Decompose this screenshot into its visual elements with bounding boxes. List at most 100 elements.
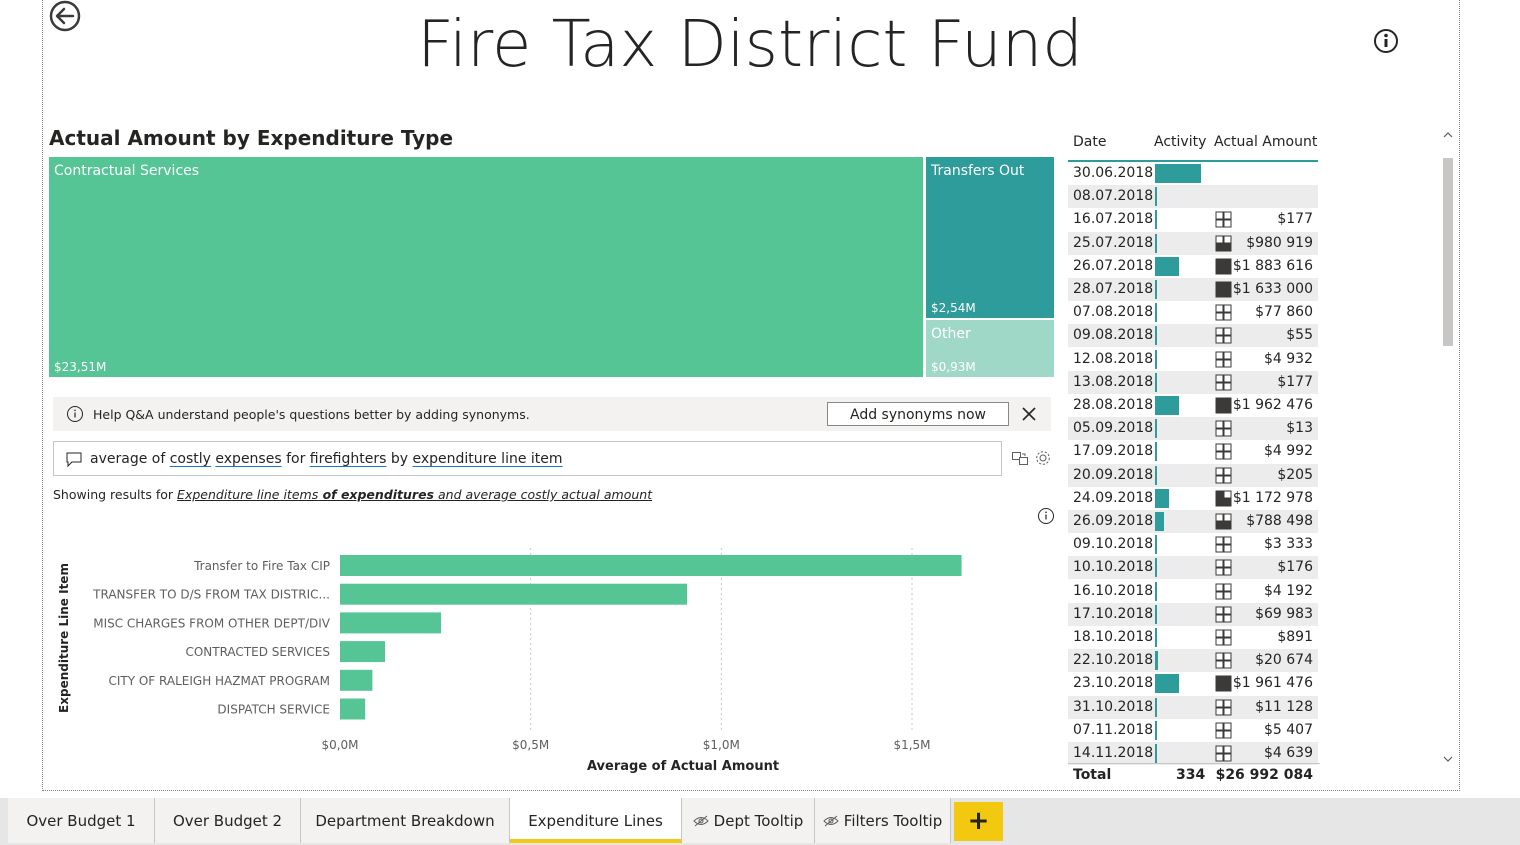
table-row[interactable]: 10.10.2018 $176 [1068, 556, 1318, 580]
row-date: 08.07.2018 [1073, 188, 1154, 205]
table-row[interactable]: 16.10.2018 $4 192 [1068, 579, 1318, 603]
table-row[interactable]: 20.09.2018 $205 [1068, 463, 1318, 487]
table-row[interactable]: 14.11.2018 $4 639 [1068, 742, 1318, 765]
convert-visual-icon[interactable] [1011, 449, 1029, 467]
table-row[interactable]: 07.08.2018 $77 860 [1068, 301, 1318, 325]
tab-label: Filters Tooltip [843, 812, 943, 830]
back-arrow-icon[interactable] [49, 0, 81, 32]
close-icon[interactable] [1019, 404, 1039, 424]
table-row[interactable]: 07.11.2018 $5 407 [1068, 718, 1318, 742]
row-amount: $1 883 616 [1232, 257, 1313, 274]
tab-department-breakdown[interactable]: Department Breakdown [301, 798, 510, 843]
activity-bar [1155, 720, 1158, 740]
info-icon[interactable] [1373, 28, 1399, 54]
table-row[interactable]: 22.10.2018 $20 674 [1068, 649, 1318, 673]
table-row[interactable]: 17.10.2018 $69 983 [1068, 602, 1318, 626]
tab-label: Department Breakdown [315, 812, 495, 830]
row-date: 26.07.2018 [1073, 257, 1154, 274]
treemap-title: Actual Amount by Expenditure Type [49, 126, 454, 150]
qa-term[interactable]: expenditure line item [412, 451, 563, 467]
tab-over-budget-2[interactable]: Over Budget 2 [155, 798, 301, 843]
qa-term[interactable]: expenses [215, 451, 282, 467]
row-date: 05.09.2018 [1073, 420, 1154, 437]
hidden-eye-icon [823, 815, 839, 827]
row-date: 25.07.2018 [1073, 234, 1154, 251]
bar[interactable] [340, 669, 373, 691]
tab-dept-tooltip[interactable]: Dept Tooltip [682, 798, 815, 843]
category-label: CITY OF RALEIGH HAZMAT PROGRAM [108, 674, 330, 688]
row-date: 07.11.2018 [1073, 721, 1154, 738]
bar[interactable] [340, 641, 385, 663]
y-axis-title: Expenditure Line Item [57, 563, 71, 713]
scroll-up-icon[interactable] [1441, 128, 1455, 142]
row-date: 22.10.2018 [1073, 652, 1154, 669]
x-tick-label: $0,0M [321, 738, 358, 752]
info-icon[interactable] [1037, 507, 1055, 525]
row-date: 20.09.2018 [1073, 466, 1154, 483]
table-row[interactable]: 13.08.2018 $177 [1068, 370, 1318, 394]
table-row[interactable]: 17.09.2018 $4 992 [1068, 440, 1318, 464]
gear-icon[interactable] [1034, 449, 1052, 467]
scroll-thumb[interactable] [1443, 158, 1453, 346]
tab-expenditure-lines[interactable]: Expenditure Lines [510, 798, 682, 843]
table-row[interactable]: 26.09.2018 $788 498 [1068, 510, 1318, 533]
add-synonyms-button[interactable]: Add synonyms now [827, 402, 1009, 426]
activity-bar [1155, 210, 1158, 230]
row-date: 09.10.2018 [1073, 536, 1154, 553]
activity-bar [1155, 303, 1158, 323]
date-activity-table: Date Activity Actual Amount 30.06.2018 08… [1068, 128, 1320, 765]
row-amount: $980 919 [1246, 234, 1313, 251]
column-header-activity[interactable]: Activity [1154, 134, 1207, 150]
qa-question-input[interactable]: average of costly expenses for firefight… [53, 441, 1002, 476]
kpi-grid-icon [1215, 583, 1232, 600]
table-row[interactable]: 26.07.2018 $1 883 616 [1068, 254, 1318, 278]
table-row[interactable]: 18.10.2018 $891 [1068, 626, 1318, 649]
qa-term[interactable]: firefighters [309, 451, 387, 467]
column-header-amount[interactable]: Actual Amount [1214, 134, 1318, 150]
showing-results-text: Showing results for Expenditure line ite… [53, 487, 652, 502]
tab-label: Over Budget 1 [26, 812, 136, 830]
table-scrollbar[interactable] [1441, 128, 1455, 773]
row-amount: $4 992 [1264, 443, 1313, 460]
table-row[interactable]: 09.10.2018 $3 333 [1068, 533, 1318, 557]
table-row[interactable]: 12.08.2018 $4 932 [1068, 347, 1318, 371]
table-row[interactable]: 24.09.2018 $1 172 978 [1068, 486, 1318, 510]
bar[interactable] [340, 698, 366, 720]
table-row[interactable]: 28.08.2018 $1 962 476 [1068, 394, 1318, 417]
category-label: TRANSFER TO D/S FROM TAX DISTRIC... [92, 588, 330, 602]
bar[interactable] [340, 612, 442, 634]
row-amount: $176 [1277, 559, 1313, 576]
bar[interactable] [340, 555, 962, 576]
table-row[interactable]: 09.08.2018 $55 [1068, 324, 1318, 348]
table-row[interactable]: 16.07.2018 $177 [1068, 208, 1318, 232]
add-page-button[interactable]: + [954, 802, 1003, 841]
kpi-grid-icon [1215, 327, 1232, 344]
tab-over-budget-1[interactable]: Over Budget 1 [8, 798, 155, 843]
bar[interactable] [340, 583, 688, 605]
qa-text-fragment: average of [90, 451, 170, 467]
table-row[interactable]: 25.07.2018 $980 919 [1068, 231, 1318, 255]
treemap-tile-transfers-out[interactable]: Transfers Out $2,54M [926, 157, 1054, 318]
column-header-date[interactable]: Date [1073, 134, 1107, 150]
total-label: Total [1073, 767, 1112, 783]
row-amount: $3 333 [1264, 536, 1313, 553]
activity-bar [1155, 442, 1158, 462]
x-tick-label: $1,0M [703, 738, 740, 752]
table-row[interactable]: 30.06.2018 [1068, 162, 1318, 185]
table-row[interactable]: 08.07.2018 [1068, 185, 1318, 209]
table-row[interactable]: 31.10.2018 $11 128 [1068, 695, 1318, 719]
kpi-grid-icon [1215, 420, 1232, 437]
scroll-down-icon[interactable] [1441, 752, 1455, 766]
tab-filters-tooltip[interactable]: Filters Tooltip [815, 798, 951, 843]
table-row[interactable]: 28.07.2018 $1 633 000 [1068, 278, 1318, 301]
showing-results-link[interactable]: Expenditure line items of expenditures a… [177, 487, 652, 502]
treemap-tile-contractual-services[interactable]: Contractual Services $23,51M [49, 157, 923, 377]
treemap-tile-other[interactable]: Other $0,93M [926, 320, 1054, 377]
qa-term[interactable]: costly [169, 451, 211, 467]
row-amount: $788 498 [1246, 513, 1313, 529]
table-row[interactable]: 23.10.2018 $1 961 476 [1068, 672, 1318, 696]
kpi-grid-icon [1215, 258, 1232, 275]
table-row[interactable]: 05.09.2018 $13 [1068, 417, 1318, 441]
kpi-grid-icon [1215, 745, 1232, 762]
bar-chart: $0,0M $0,5M $1,0M $1,5M Transfer to Fire Tax… [57, 548, 962, 774]
